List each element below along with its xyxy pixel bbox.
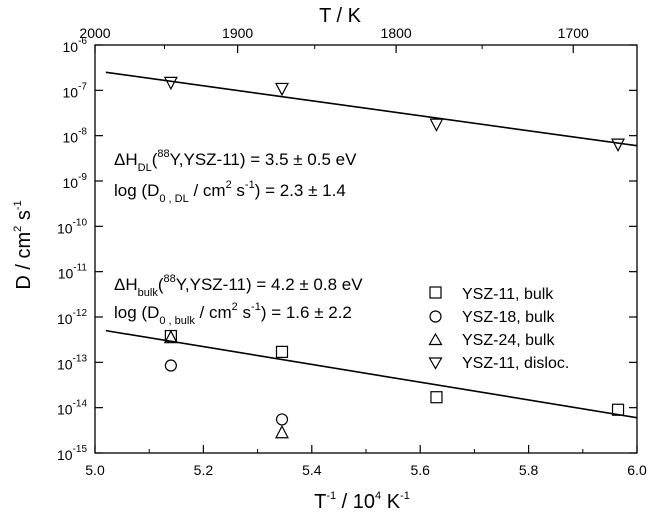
legend: YSZ-11, bulk YSZ-18, bulk YSZ-24, bulk Y… [428, 286, 569, 372]
top-tick-label: 1800 [381, 25, 412, 41]
fit-line [105, 71, 638, 147]
legend-label-ysz11-disloc: YSZ-11, disloc. [462, 355, 569, 372]
dl-enthalpy-annotation: ΔHDL(88Y,YSZ-11) = 3.5 ± 0.5 eV [114, 148, 357, 174]
top-tick-label: 2000 [79, 25, 110, 41]
legend-label-ysz24-bulk: YSZ-24, bulk [462, 332, 555, 349]
bulk-prefactor-annotation: log (D0 , bulk / cm2 s-1) = 1.6 ± 2.2 [114, 301, 352, 327]
y-tick-label: 10-12 [57, 308, 87, 327]
y-tick-label: 10-10 [57, 217, 87, 236]
bulk-enthalpy-annotation: ΔHbulk(88Y,YSZ-11) = 4.2 ± 0.8 eV [114, 273, 363, 299]
data-point-triangle-up [275, 424, 289, 439]
data-point-triangle-down [275, 82, 289, 97]
x-tick-label: 5.4 [302, 462, 322, 478]
y-tick-label: 10-6 [63, 36, 88, 55]
y-tick-label: 10-14 [57, 399, 87, 418]
x-tick-label: 5.0 [85, 462, 105, 478]
data-point-circle [275, 413, 289, 426]
y-tick-label: 10-13 [57, 353, 87, 372]
y-tick-label: 10-7 [63, 81, 88, 100]
y-tick-label: 10-11 [58, 263, 88, 282]
legend-label-ysz11-bulk: YSZ-11, bulk [462, 286, 554, 303]
dl-prefactor-annotation: log (D0 , DL / cm2 s-1) = 2.3 ± 1.4 [114, 179, 346, 205]
x-tick-label: 6.0 [627, 462, 647, 478]
legend-marker-triangle-up [428, 332, 443, 346]
x-tick-label: 5.8 [519, 462, 539, 478]
plot-frame [94, 44, 638, 454]
y-tick-label: 10-15 [57, 444, 87, 463]
top-tick-label: 1700 [558, 25, 589, 41]
y-tick-label: 10-8 [63, 127, 88, 146]
data-point-triangle-down [163, 76, 178, 91]
top-tick-label: 1900 [222, 25, 253, 41]
legend-label-ysz18-bulk: YSZ-18, bulk [462, 309, 555, 326]
x-axis-label: T-1 / 104 K-1 [314, 490, 410, 513]
data-point-square [275, 345, 289, 358]
data-point-circle [164, 359, 177, 372]
y-tick-label: 10-9 [63, 172, 88, 191]
legend-marker-square [429, 286, 442, 299]
data-point-square [611, 403, 625, 416]
legend-marker-triangle-down [428, 357, 443, 370]
legend-marker-circle [429, 310, 442, 323]
x-tick-label: 5.6 [410, 462, 430, 478]
y-axis-label: D / cm2 s-1 [12, 200, 35, 289]
data-point-triangle-up [163, 329, 178, 344]
data-point-triangle-down [611, 138, 626, 152]
x-tick-label: 5.2 [194, 462, 214, 478]
data-point-square [430, 391, 443, 404]
fit-line [105, 329, 638, 419]
data-point-triangle-down [429, 118, 444, 132]
top-axis-label: T / K [319, 5, 362, 27]
